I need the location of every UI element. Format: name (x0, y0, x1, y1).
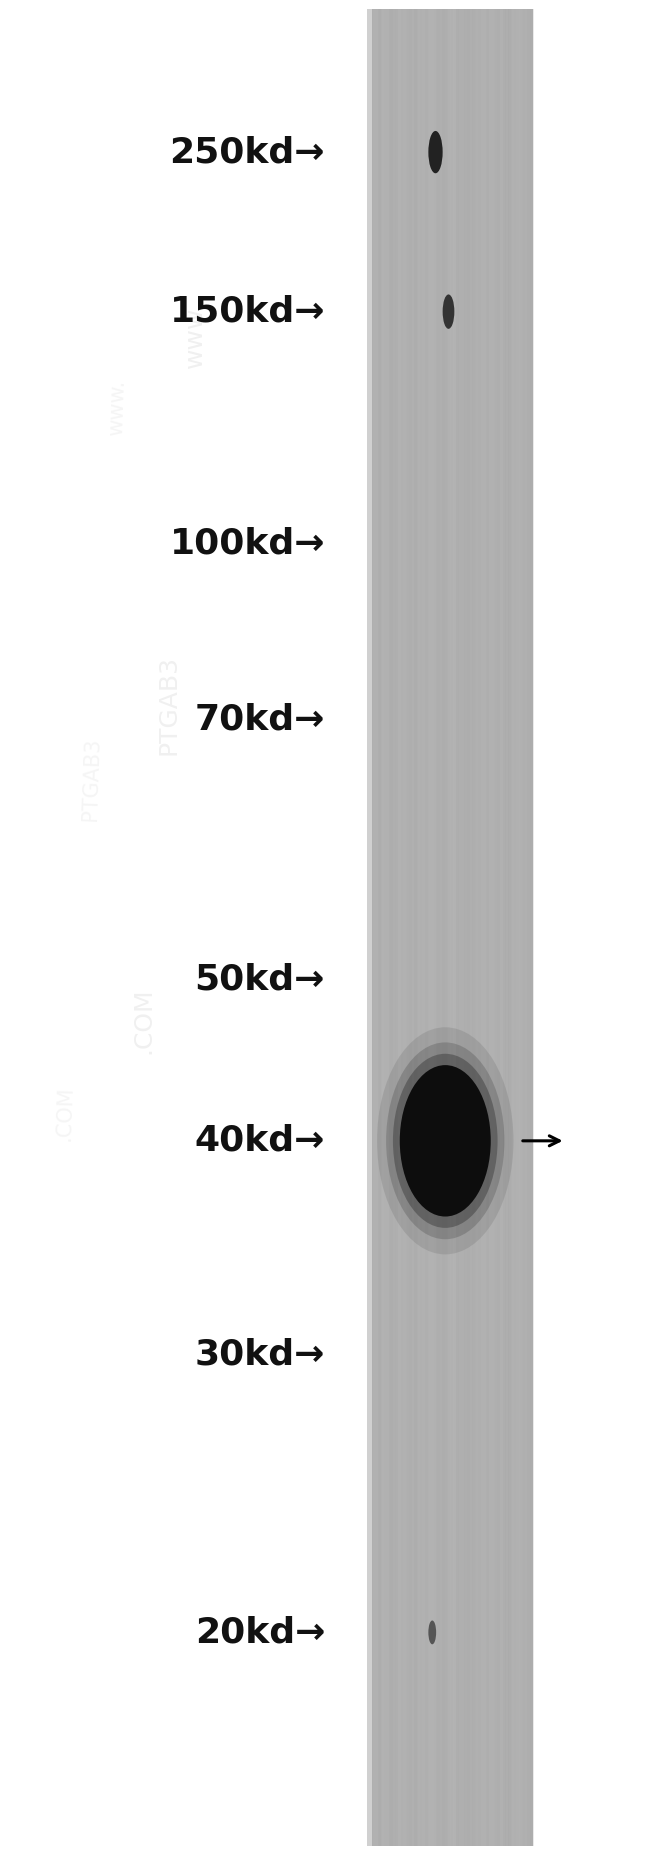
Bar (508, 9, 512, 1846)
Text: .COM: .COM (131, 987, 155, 1054)
Bar (458, 9, 462, 1846)
Bar (425, 9, 429, 1846)
Bar (403, 9, 407, 1846)
Bar (406, 9, 410, 1846)
Bar (442, 9, 445, 1846)
Bar (398, 9, 401, 1846)
Bar (395, 9, 398, 1846)
Text: 100kd→: 100kd→ (170, 527, 325, 560)
Text: 150kd→: 150kd→ (170, 295, 325, 328)
Bar (447, 9, 450, 1846)
Ellipse shape (443, 295, 454, 328)
Bar (472, 9, 476, 1846)
Bar (378, 9, 382, 1846)
Bar (522, 9, 525, 1846)
Text: .COM: .COM (54, 1085, 76, 1141)
Bar (400, 9, 404, 1846)
Text: 30kd→: 30kd→ (194, 1337, 325, 1371)
Bar (422, 9, 426, 1846)
Bar (456, 9, 459, 1846)
Bar (502, 9, 506, 1846)
Bar (434, 9, 437, 1846)
Text: 40kd→: 40kd→ (194, 1124, 325, 1158)
Bar (491, 9, 495, 1846)
Bar (389, 9, 393, 1846)
Bar (453, 9, 456, 1846)
Bar (511, 9, 514, 1846)
Text: 70kd→: 70kd→ (194, 703, 325, 736)
Bar (372, 9, 376, 1846)
Bar (428, 9, 432, 1846)
Text: PTGAB3: PTGAB3 (79, 736, 103, 822)
Bar (387, 9, 390, 1846)
Text: PTGAB3: PTGAB3 (157, 655, 181, 755)
Ellipse shape (428, 132, 443, 173)
Bar (478, 9, 481, 1846)
Bar (464, 9, 467, 1846)
Bar (381, 9, 384, 1846)
Bar (525, 9, 528, 1846)
Bar (467, 9, 470, 1846)
Bar (392, 9, 395, 1846)
Bar (417, 9, 421, 1846)
Bar (367, 9, 533, 1846)
Bar (439, 9, 443, 1846)
Bar (475, 9, 478, 1846)
Bar (376, 9, 379, 1846)
Ellipse shape (428, 1621, 436, 1644)
Bar (411, 9, 415, 1846)
Bar (516, 9, 520, 1846)
Bar (469, 9, 473, 1846)
Bar (420, 9, 423, 1846)
Bar (530, 9, 534, 1846)
Text: www.: www. (183, 301, 207, 367)
Bar (483, 9, 487, 1846)
Bar (528, 9, 531, 1846)
Bar (367, 9, 372, 1846)
Bar (367, 9, 370, 1846)
Bar (370, 9, 373, 1846)
Bar (506, 9, 509, 1846)
Bar (436, 9, 439, 1846)
Bar (497, 9, 500, 1846)
Bar (486, 9, 489, 1846)
Bar (489, 9, 492, 1846)
Bar (450, 9, 454, 1846)
Bar (462, 9, 465, 1846)
Bar (500, 9, 503, 1846)
Text: www.: www. (106, 380, 128, 436)
Ellipse shape (400, 1065, 491, 1217)
Bar (480, 9, 484, 1846)
Ellipse shape (393, 1054, 498, 1228)
Bar (409, 9, 412, 1846)
Text: 250kd→: 250kd→ (170, 135, 325, 169)
Bar (494, 9, 498, 1846)
Bar (519, 9, 523, 1846)
Text: 20kd→: 20kd→ (194, 1616, 325, 1649)
Bar (445, 9, 448, 1846)
Bar (384, 9, 387, 1846)
Text: 50kd→: 50kd→ (194, 963, 325, 996)
Ellipse shape (386, 1043, 504, 1239)
Bar (514, 9, 517, 1846)
Ellipse shape (377, 1028, 514, 1254)
Bar (414, 9, 417, 1846)
Bar (431, 9, 434, 1846)
